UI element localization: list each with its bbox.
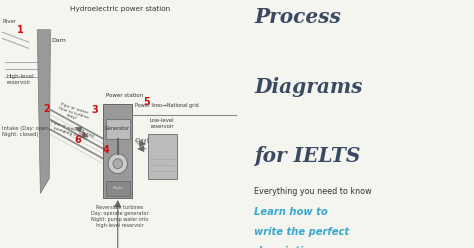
Text: Power lines→National grid: Power lines→National grid: [135, 103, 198, 108]
Circle shape: [108, 154, 128, 174]
Polygon shape: [37, 30, 50, 193]
Text: (Day): (Day): [135, 138, 149, 143]
Text: 5: 5: [143, 97, 150, 107]
Text: Intake (Day: open,
Night: closed): Intake (Day: open, Night: closed): [2, 126, 51, 137]
Text: Night: Night: [112, 186, 123, 190]
Text: Process: Process: [255, 7, 341, 28]
Text: Pipe or water
flow to turbine
(day): Pipe or water flow to turbine (day): [56, 102, 91, 124]
Text: High-level
reservoir: High-level reservoir: [6, 74, 34, 85]
Text: for IELTS: for IELTS: [255, 146, 361, 166]
Text: 4: 4: [102, 145, 109, 155]
Bar: [106, 181, 130, 196]
Bar: [148, 134, 177, 179]
Text: Dam: Dam: [52, 38, 66, 43]
Text: Everything you need to know: Everything you need to know: [255, 187, 372, 196]
Text: 2: 2: [44, 104, 50, 114]
Circle shape: [113, 159, 123, 169]
Text: River: River: [2, 19, 17, 24]
Text: Generator: Generator: [105, 126, 130, 131]
Text: Hydroelectric power station: Hydroelectric power station: [70, 6, 170, 12]
Text: Diagrams: Diagrams: [255, 77, 363, 97]
Text: Power station: Power station: [106, 93, 143, 98]
Text: Learn how to: Learn how to: [255, 207, 328, 217]
Bar: [103, 104, 132, 198]
Text: Flow of water during
pumping (night): Flow of water during pumping (night): [48, 120, 94, 143]
Bar: [106, 119, 130, 139]
Text: description: description: [255, 246, 318, 248]
Text: write the perfect: write the perfect: [255, 227, 349, 237]
Text: Low-level
reservoir: Low-level reservoir: [150, 118, 174, 129]
Text: 3: 3: [91, 105, 98, 115]
Text: Reversible turbines
Day: operate generator
Night: pump water into
high-level res: Reversible turbines Day: operate generat…: [91, 205, 149, 228]
Text: 1: 1: [17, 25, 24, 35]
Text: 6: 6: [75, 135, 82, 145]
